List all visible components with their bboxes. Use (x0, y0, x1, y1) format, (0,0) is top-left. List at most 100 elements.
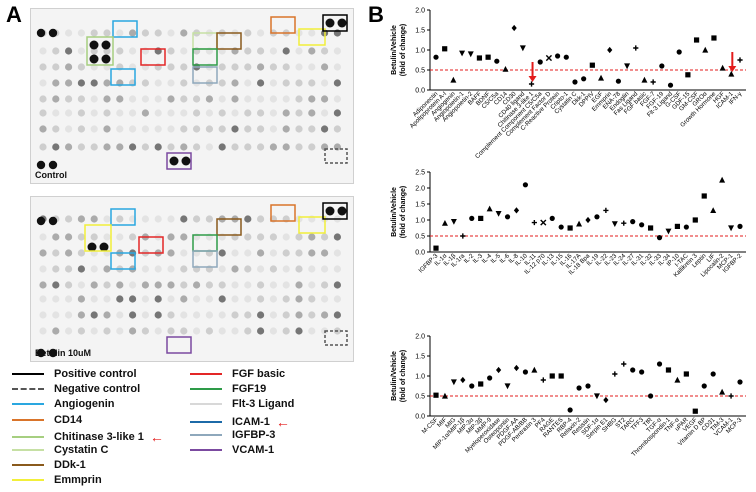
membrane-spot (244, 249, 252, 257)
membrane-spot (257, 125, 265, 133)
membrane-spot (321, 295, 329, 303)
membrane-spot (90, 295, 98, 303)
membrane-spot (141, 109, 149, 117)
membrane-spot (154, 311, 162, 319)
membrane-spot (205, 125, 213, 133)
membrane-spot (231, 95, 239, 103)
membrane-spot (167, 109, 175, 117)
legend-label: Cystatin C (54, 444, 109, 456)
membrane-spot (65, 265, 73, 273)
data-point (612, 371, 618, 377)
membrane-spot (282, 47, 290, 55)
membrane-highlight-box (192, 48, 218, 66)
membrane-spot (52, 143, 60, 151)
membrane-spot (77, 125, 85, 133)
membrane-spot (89, 40, 99, 50)
membrane-spot (337, 18, 347, 28)
legend-swatch (12, 418, 44, 421)
membrane-spot (205, 215, 213, 223)
membrane-spot (257, 265, 265, 273)
membrane-spot (282, 95, 290, 103)
membrane-spot (39, 109, 47, 117)
membrane-spot (116, 125, 124, 133)
membrane-spot (282, 265, 290, 273)
data-point (710, 371, 716, 377)
membrane-spot (295, 95, 303, 103)
data-point (460, 233, 466, 239)
data-point (540, 377, 546, 383)
membrane-spot (52, 63, 60, 71)
data-point (665, 228, 672, 235)
membrane-spot (52, 281, 60, 289)
data-point (667, 82, 674, 88)
data-point (594, 214, 600, 220)
data-point (676, 49, 682, 55)
membrane-spot (269, 125, 277, 133)
y-tick-label: 0.0 (415, 414, 425, 421)
data-point (701, 193, 707, 199)
membrane-spot (295, 281, 303, 289)
y-tick-label: 1.5 (415, 28, 425, 35)
membrane-spot (282, 125, 290, 133)
data-point (495, 211, 502, 217)
y-tick-label: 2.0 (415, 186, 425, 193)
membrane-highlight-box (324, 330, 348, 346)
data-point (656, 235, 663, 241)
data-point (531, 219, 537, 226)
membrane-spot (36, 160, 46, 170)
membrane-spot (295, 47, 303, 55)
membrane-spot (218, 79, 226, 87)
membrane-spot (116, 47, 124, 55)
membrane-spot (180, 265, 188, 273)
membrane-spot (141, 143, 149, 151)
membrane-spot (141, 95, 149, 103)
membrane-spot (154, 125, 162, 133)
data-point (540, 219, 547, 226)
membrane-spot (244, 63, 252, 71)
membrane-spot (167, 249, 175, 257)
data-point (630, 367, 636, 373)
membrane-spot (308, 95, 316, 103)
membrane-control-spots (36, 14, 348, 170)
y-tick-label: 2.0 (415, 334, 425, 341)
membrane-spot (87, 242, 97, 252)
membrane-spot (231, 63, 239, 71)
membrane-spot (65, 29, 73, 37)
legend-swatch (12, 373, 44, 376)
membrane-spot (308, 109, 316, 117)
data-point (513, 207, 520, 214)
membrane-spot (48, 28, 58, 38)
data-point (476, 55, 483, 61)
y-axis-label: Betulin/Vehicle (fold of change) (391, 24, 407, 77)
y-tick-label: 1.0 (415, 218, 425, 225)
data-point (522, 369, 529, 375)
membrane-spot (295, 79, 303, 87)
legend-label: FGF basic (232, 368, 286, 380)
membrane-spot (282, 233, 290, 241)
data-point (442, 46, 448, 52)
membrane-spot (77, 281, 85, 289)
membrane-spot (231, 249, 239, 257)
membrane-spot (218, 63, 226, 71)
membrane-spot (141, 265, 149, 273)
data-point (639, 222, 645, 228)
membrane-spot (321, 47, 329, 55)
membrane-spot (129, 95, 137, 103)
membrane-spot (39, 63, 47, 71)
membrane-spot (257, 311, 265, 319)
membrane-spot (103, 109, 111, 117)
membrane-spot (231, 143, 239, 151)
membrane-spot (257, 327, 265, 335)
membrane-spot (244, 311, 252, 319)
membrane-spot (321, 281, 329, 289)
membrane-spot (103, 327, 111, 335)
membrane-spot (167, 215, 175, 223)
membrane-spot (244, 95, 252, 103)
membrane-spot (90, 79, 98, 87)
membrane-spot (244, 109, 252, 117)
membrane-spot (77, 295, 85, 303)
membrane-spot (90, 125, 98, 133)
legend-label: Chitinase 3-like 1 (54, 430, 144, 443)
membrane-spot (295, 109, 303, 117)
membrane-spot (231, 311, 239, 319)
